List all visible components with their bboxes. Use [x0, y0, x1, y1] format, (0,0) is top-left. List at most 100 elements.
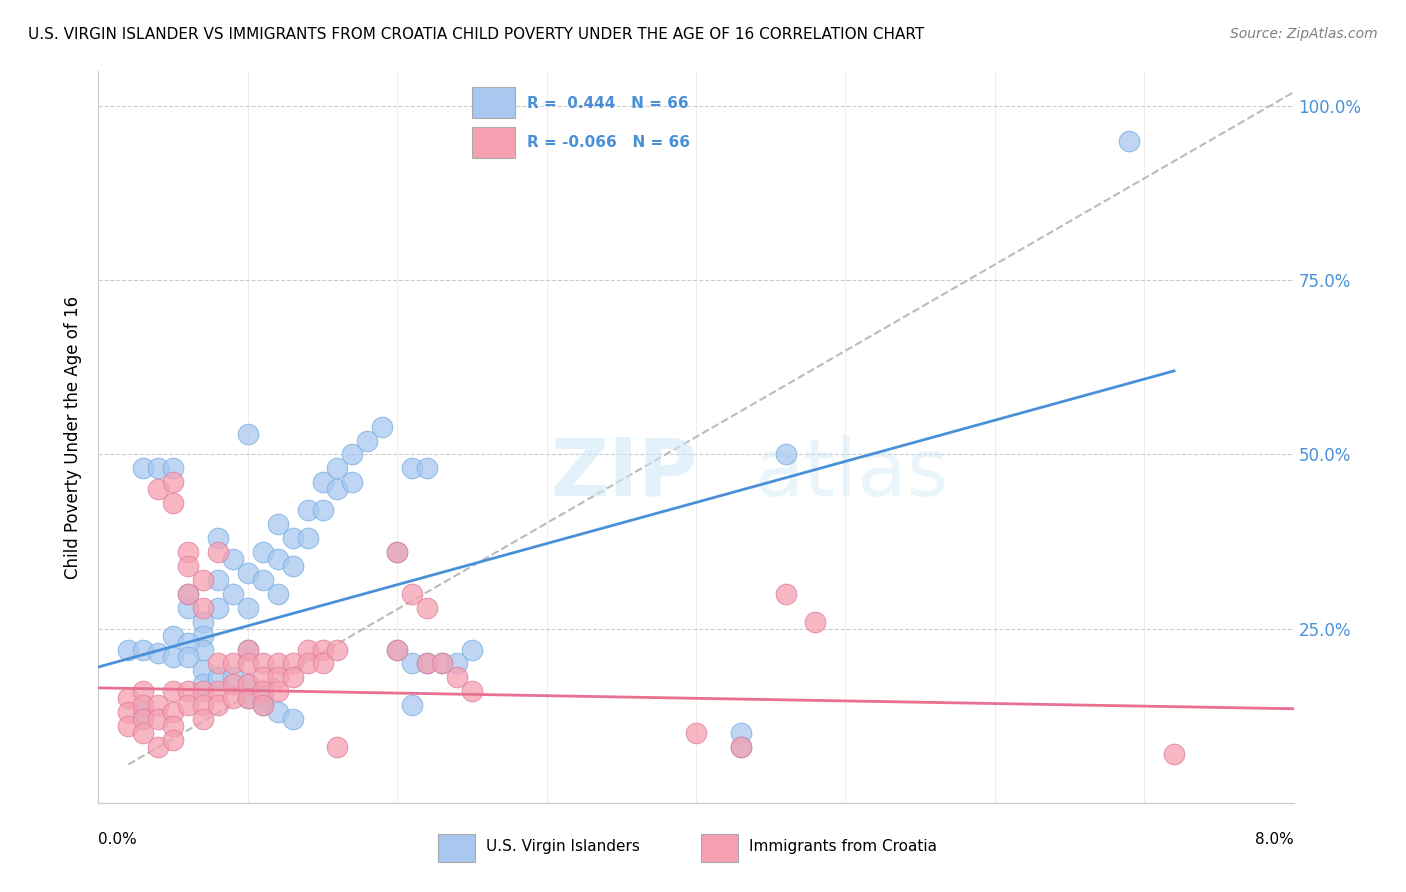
Point	[177, 649, 200, 664]
Text: Source: ZipAtlas.com: Source: ZipAtlas.com	[1230, 27, 1378, 41]
Point	[311, 475, 333, 490]
Point	[236, 642, 259, 657]
Point	[191, 573, 214, 587]
Point	[222, 552, 245, 566]
Point	[177, 635, 200, 649]
Point	[267, 705, 290, 719]
Point	[267, 684, 290, 698]
Point	[685, 726, 707, 740]
Point	[162, 733, 184, 747]
Point	[730, 740, 752, 755]
Point	[132, 461, 155, 475]
Point	[297, 657, 319, 671]
Point	[148, 712, 170, 726]
Point	[117, 705, 139, 719]
Point	[342, 475, 364, 490]
Point	[416, 657, 439, 671]
Point	[267, 587, 290, 601]
Point	[191, 629, 214, 643]
Point	[281, 657, 304, 671]
Point	[117, 691, 139, 706]
Point	[401, 657, 423, 671]
Text: ZIP: ZIP	[551, 434, 697, 513]
Point	[430, 657, 453, 671]
Point	[236, 657, 259, 671]
Point	[371, 419, 394, 434]
Point	[252, 545, 274, 559]
Point	[236, 691, 259, 706]
Point	[236, 426, 259, 441]
Point	[177, 545, 200, 559]
Point	[401, 587, 423, 601]
Point	[252, 573, 274, 587]
Point	[311, 642, 333, 657]
Point	[191, 712, 214, 726]
Point	[326, 740, 349, 755]
Point	[326, 461, 349, 475]
Point	[401, 698, 423, 713]
Point	[177, 587, 200, 601]
Point	[267, 517, 290, 532]
Point	[148, 698, 170, 713]
Point	[148, 646, 170, 660]
Point	[236, 642, 259, 657]
Point	[267, 670, 290, 684]
Point	[222, 670, 245, 684]
Point	[236, 677, 259, 691]
Point	[132, 642, 155, 657]
Point	[191, 677, 214, 691]
Point	[162, 719, 184, 733]
Point	[207, 684, 229, 698]
Point	[207, 698, 229, 713]
Text: 8.0%: 8.0%	[1254, 832, 1294, 847]
Point	[162, 629, 184, 643]
Point	[461, 684, 484, 698]
Point	[446, 657, 468, 671]
Point	[191, 600, 214, 615]
Point	[177, 558, 200, 573]
Point	[132, 684, 155, 698]
Point	[191, 684, 214, 698]
Point	[326, 642, 349, 657]
Text: 0.0%: 0.0%	[98, 832, 138, 847]
Point	[267, 552, 290, 566]
Point	[297, 642, 319, 657]
Point	[385, 545, 409, 559]
Point	[416, 600, 439, 615]
Point	[326, 483, 349, 497]
Point	[222, 691, 245, 706]
Point	[416, 461, 439, 475]
Point	[162, 684, 184, 698]
Point	[461, 642, 484, 657]
Point	[236, 566, 259, 580]
Point	[281, 531, 304, 545]
Point	[222, 587, 245, 601]
Text: atlas: atlas	[754, 434, 949, 513]
Point	[177, 587, 200, 601]
Point	[730, 740, 752, 755]
Point	[385, 642, 409, 657]
Point	[252, 698, 274, 713]
Point	[385, 642, 409, 657]
Point	[252, 698, 274, 713]
Point	[132, 705, 155, 719]
Point	[804, 615, 827, 629]
Point	[297, 531, 319, 545]
Point	[222, 677, 245, 691]
Point	[132, 726, 155, 740]
Point	[281, 670, 304, 684]
Point	[236, 691, 259, 706]
Point	[207, 531, 229, 545]
Point	[177, 600, 200, 615]
Text: U.S. VIRGIN ISLANDER VS IMMIGRANTS FROM CROATIA CHILD POVERTY UNDER THE AGE OF 1: U.S. VIRGIN ISLANDER VS IMMIGRANTS FROM …	[28, 27, 924, 42]
Point	[342, 448, 364, 462]
Point	[297, 503, 319, 517]
Point	[252, 691, 274, 706]
Point	[162, 649, 184, 664]
Point	[446, 670, 468, 684]
Point	[775, 587, 797, 601]
Point	[252, 670, 274, 684]
Point	[401, 461, 423, 475]
Point	[177, 684, 200, 698]
Point	[191, 698, 214, 713]
